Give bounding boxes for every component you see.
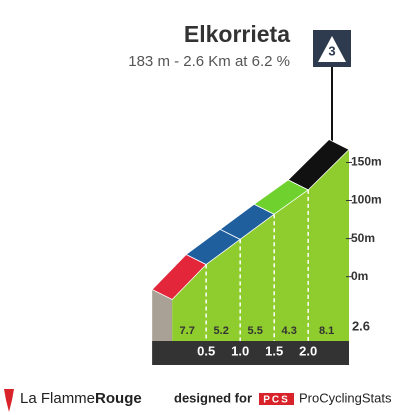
- x-tick-label: 2.6: [352, 318, 370, 333]
- distance-band: [152, 341, 349, 365]
- brand-right: Rouge: [95, 390, 142, 407]
- gradient-label: 4.3: [282, 325, 297, 337]
- gradient-label: 5.5: [248, 325, 263, 337]
- pcs-name: ProCyclingStats: [299, 390, 392, 405]
- x-tick-label: 2.0: [299, 343, 317, 358]
- profile-body: [172, 149, 349, 341]
- y-tick-label: 50m: [351, 231, 375, 245]
- category-icon: [318, 36, 346, 62]
- brand-left: La Flamme: [20, 390, 95, 407]
- plot: 7.7 5.2 5.5 4.3 8.1 0.5 1.0 1.5 2.0 2.6 0m 50m 100m 1…: [151, 139, 382, 365]
- chart-subtitle: 183 m - 2.6 Km at 6.2 %: [128, 53, 290, 70]
- gradient-label: 8.1: [319, 325, 334, 337]
- gradient-segment: [287, 139, 350, 191]
- brand: La FlammeRouge: [20, 390, 142, 407]
- chart-title: Elkorrieta: [184, 21, 290, 47]
- y-tick-label: 0m: [351, 269, 368, 283]
- brand-icon: [4, 389, 14, 412]
- y-tick-label: 100m: [351, 193, 382, 207]
- gradient-label: 7.7: [180, 325, 195, 337]
- designed-for: designed for: [174, 390, 252, 405]
- gradient-label: 5.2: [214, 325, 229, 337]
- x-tick-label: 1.0: [231, 343, 249, 358]
- pcs-logo: [259, 393, 294, 405]
- x-tick-label: 1.5: [265, 343, 283, 358]
- pcs-text: PCS: [263, 395, 290, 406]
- y-tick-label: 150m: [351, 155, 382, 169]
- category-label: 3: [328, 43, 335, 58]
- x-tick-label: 0.5: [197, 343, 215, 358]
